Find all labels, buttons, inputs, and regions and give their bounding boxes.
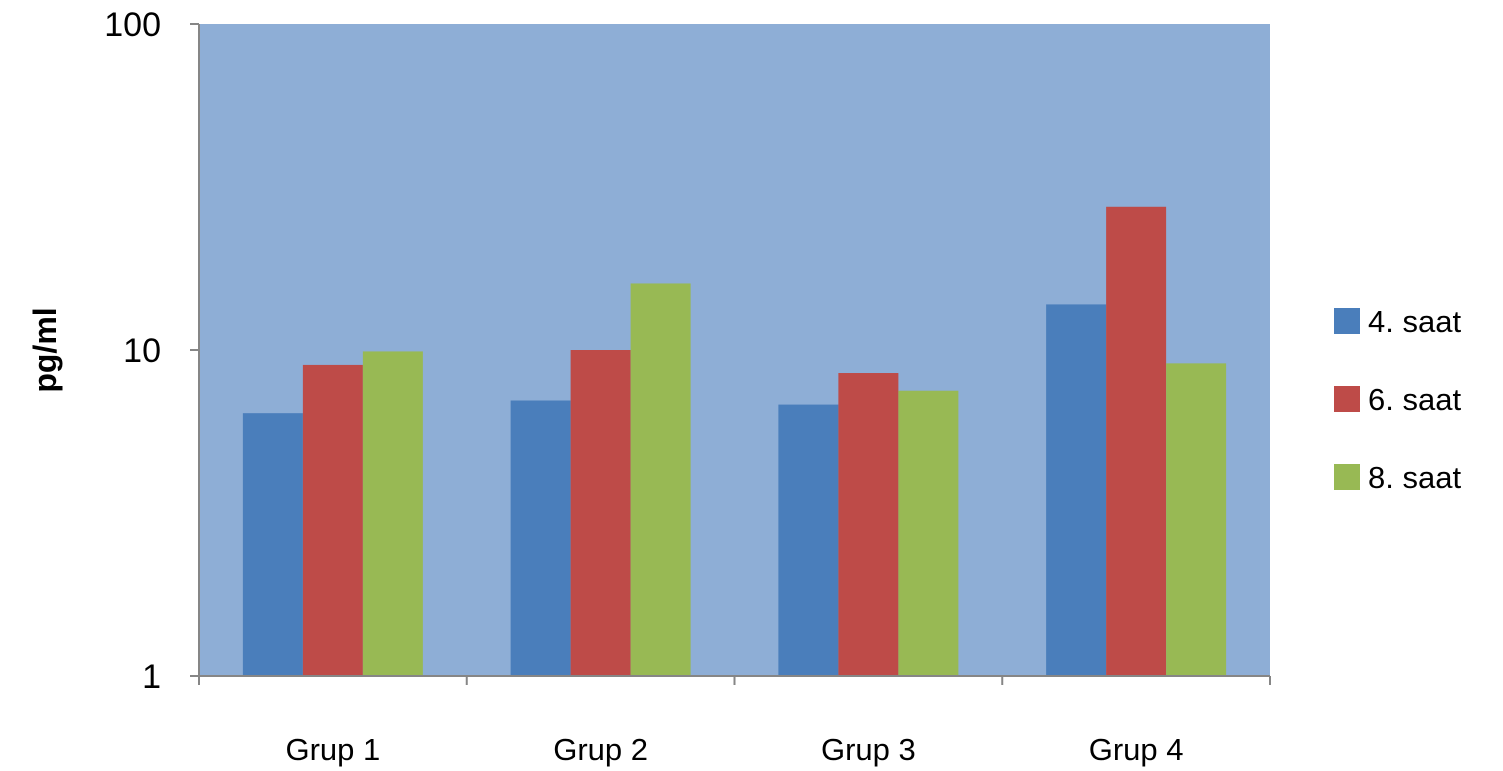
legend-label: 6. saat bbox=[1368, 382, 1461, 417]
legend-swatch bbox=[1334, 386, 1360, 412]
x-category-label: Grup 1 bbox=[285, 732, 380, 767]
x-category-label: Grup 2 bbox=[553, 732, 648, 767]
bar-grup-3-series-3 bbox=[898, 390, 959, 676]
y-tick-label: 1 bbox=[142, 658, 161, 696]
bar-grup-2-series-3 bbox=[630, 283, 691, 676]
bar-grup-4-series-2 bbox=[1106, 206, 1167, 677]
bar-grup-1-series-2 bbox=[302, 364, 363, 676]
x-category-label: Grup 3 bbox=[821, 732, 916, 767]
legend-swatch bbox=[1334, 308, 1360, 334]
x-axis: Grup 1 Grup 2 Grup 3 Grup 4 bbox=[198, 675, 1271, 767]
bars-group bbox=[242, 206, 1227, 677]
bar-grup-2-series-2 bbox=[570, 350, 631, 676]
bar-grup-1-series-1 bbox=[242, 413, 303, 676]
legend-swatch bbox=[1334, 464, 1360, 490]
y-tick-label: 100 bbox=[104, 6, 161, 44]
y-tick-label: 10 bbox=[123, 332, 161, 370]
legend-label: 8. saat bbox=[1368, 460, 1461, 495]
bar-grup-4-series-1 bbox=[1046, 304, 1107, 676]
bar-grup-4-series-3 bbox=[1166, 363, 1227, 676]
y-axis: 1 10 100 bbox=[104, 6, 200, 696]
legend-label: 4. saat bbox=[1368, 304, 1461, 339]
bar-grup-3-series-1 bbox=[778, 404, 839, 676]
legend: 4. saat 6. saat 8. saat bbox=[1334, 304, 1461, 495]
x-category-label: Grup 4 bbox=[1089, 732, 1184, 767]
bar-grup-1-series-3 bbox=[362, 351, 423, 676]
y-axis-title: pg/ml bbox=[27, 307, 63, 392]
bar-grup-2-series-1 bbox=[510, 400, 571, 676]
bar-grup-3-series-2 bbox=[838, 373, 899, 676]
